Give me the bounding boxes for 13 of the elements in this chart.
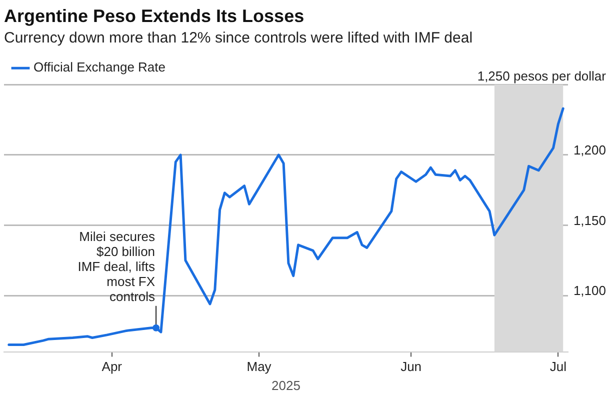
x-tick-label: Apr xyxy=(102,359,123,374)
y-tick-label: 1,250 pesos per dollar xyxy=(477,68,607,84)
x-tick-label: Jun xyxy=(400,359,422,374)
y-tick-label: 1,100 xyxy=(573,283,606,298)
annotation: Milei secures $20 billion IMF deal, lifts most FX controls xyxy=(78,228,156,304)
chart-title: Argentine Peso Extends Its Losses xyxy=(4,6,304,26)
y-tick-label: 1,150 xyxy=(573,212,606,228)
y-tick-label: 1,200 xyxy=(573,142,606,158)
x-tick-label: May xyxy=(246,359,272,374)
x-axis-title: 2025 xyxy=(272,378,300,393)
x-tick-label: Jul xyxy=(550,359,567,374)
legend-label: Official Exchange Rate xyxy=(34,60,166,75)
chart-subtitle: Currency down more than 12% since controls were lifted with IMF deal xyxy=(4,30,473,47)
